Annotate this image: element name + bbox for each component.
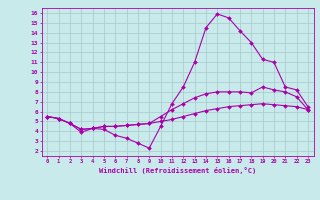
X-axis label: Windchill (Refroidissement éolien,°C): Windchill (Refroidissement éolien,°C) [99, 167, 256, 174]
